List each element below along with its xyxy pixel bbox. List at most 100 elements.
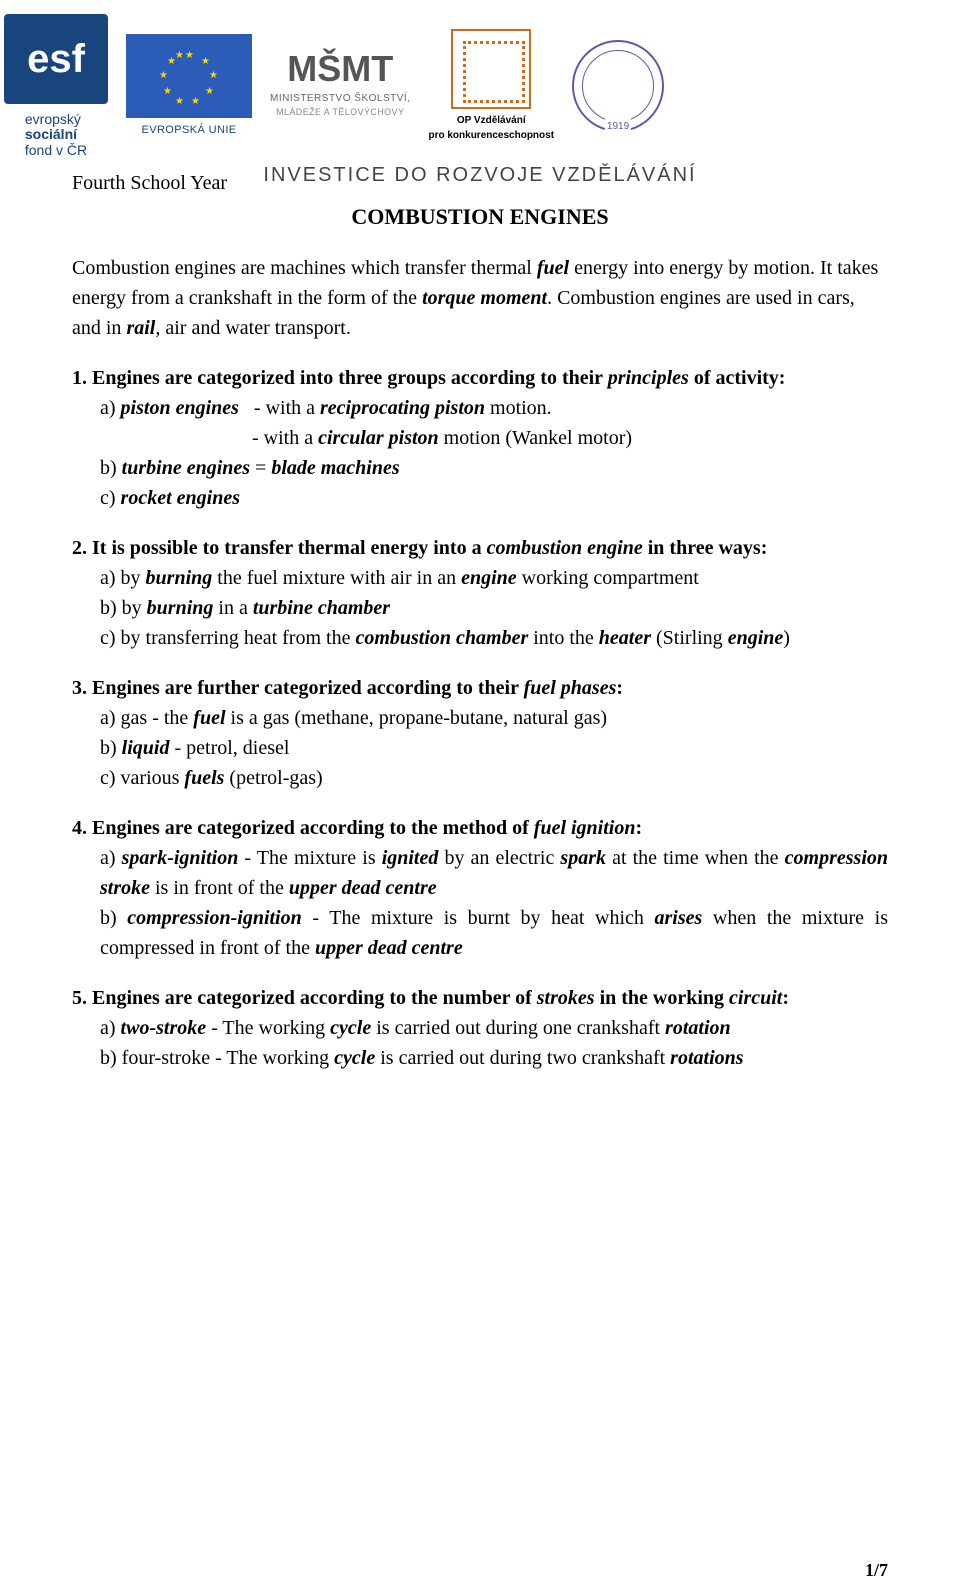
eu-flag-icon: ★★ ★★ ★★ ★★ ★★ <box>126 34 252 118</box>
text: = <box>250 457 271 479</box>
msmt-icon: MŠMT <box>287 53 393 85</box>
term-burning: burning <box>147 597 214 619</box>
term-rail: rail <box>126 317 155 339</box>
item-1c: c) rocket engines <box>72 483 888 513</box>
text: b) <box>100 737 122 759</box>
item-3c: c) various fuels (petrol-gas) <box>72 763 888 793</box>
term-fuel-ignition: fuel ignition <box>534 817 636 839</box>
section-5-head: 5. Engines are categorized according to … <box>72 983 888 1013</box>
text: - with a <box>252 427 318 449</box>
text: b) by <box>100 597 147 619</box>
text: is carried out during one crankshaft <box>371 1017 665 1039</box>
text: - petrol, diesel <box>169 737 289 759</box>
msmt-logo: MŠMT MINISTERSTVO ŠKOLSTVÍ, MLÁDEŽE A TĚ… <box>270 53 410 120</box>
term-circuit: circuit <box>729 987 782 1009</box>
item-4b: b) compression-ignition - The mixture is… <box>72 903 888 963</box>
section-head-text: Engines are categorized according to the… <box>92 817 534 839</box>
text: c) various <box>100 767 184 789</box>
esf-icon: esf <box>4 14 108 104</box>
section-2: 2. It is possible to transfer thermal en… <box>72 533 888 653</box>
item-5b: b) four-stroke - The working cycle is ca… <box>72 1043 888 1073</box>
esf-line2: sociální <box>25 126 77 142</box>
section-4-head: 4. Engines are categorized according to … <box>72 813 888 843</box>
term-heater: heater <box>599 627 651 649</box>
term-cycle: cycle <box>334 1047 375 1069</box>
opvk-logo: OP Vzdělávání pro konkurenceschopnost <box>428 29 554 143</box>
text: a) gas - the <box>100 707 193 729</box>
text: is carried out during two crankshaft <box>375 1047 670 1069</box>
text: working compartment <box>517 567 699 589</box>
section-head-text: : <box>616 677 623 699</box>
esf-abbrev: esf <box>27 29 85 89</box>
text: - The mixture is <box>238 847 381 869</box>
section-head-text: of activity: <box>689 367 786 389</box>
eu-label: EVROPSKÁ UNIE <box>141 122 236 139</box>
text: (Stirling <box>651 627 728 649</box>
section-head-text: in the working <box>595 987 729 1009</box>
term-circular-piston: circular piston <box>318 427 439 449</box>
opvk-line2: pro konkurenceschopnost <box>428 128 554 143</box>
text: is a gas (methane, propane-butane, natur… <box>226 707 608 729</box>
term-combustion-engine: combustion engine <box>487 537 643 559</box>
text: the fuel mixture with air in an <box>212 567 461 589</box>
section-5: 5. Engines are categorized according to … <box>72 983 888 1073</box>
esf-labels: evropský sociální fond v ČR <box>25 112 87 158</box>
page-number: 1/7 <box>865 1557 888 1584</box>
text: by an electric <box>438 847 560 869</box>
term-combustion-chamber: combustion chamber <box>355 627 528 649</box>
item-5a: a) two-stroke - The working cycle is car… <box>72 1013 888 1043</box>
gear-year: 1919 <box>605 119 631 134</box>
section-2-head: 2. It is possible to transfer thermal en… <box>72 533 888 563</box>
page-title: COMBUSTION ENGINES <box>72 200 888 233</box>
term-principles: principles <box>608 367 689 389</box>
term-liquid: liquid <box>122 737 170 759</box>
section-number: 1. <box>72 367 92 389</box>
term-blade-machines: blade machines <box>271 457 399 479</box>
section-1: 1. Engines are categorized into three gr… <box>72 363 888 513</box>
text: a) <box>100 397 121 419</box>
gear-logo: 1919 <box>572 40 664 132</box>
term-piston-engines: piston engines <box>121 397 239 419</box>
section-number: 3. <box>72 677 92 699</box>
esf-logo: esf evropský sociální fond v ČR <box>4 14 108 158</box>
term-ignited: ignited <box>382 847 439 869</box>
section-head-text: : <box>635 817 642 839</box>
text: b) <box>100 907 127 929</box>
item-4a: a) spark-ignition - The mixture is ignit… <box>72 843 888 903</box>
term-strokes: strokes <box>537 987 595 1009</box>
esf-line1: evropský <box>25 112 87 127</box>
eu-logo: ★★ ★★ ★★ ★★ ★★ EVROPSKÁ UNIE <box>126 34 252 139</box>
text: into the <box>528 627 599 649</box>
item-3a: a) gas - the fuel is a gas (methane, pro… <box>72 703 888 733</box>
section-4: 4. Engines are categorized according to … <box>72 813 888 963</box>
opvk-icon <box>451 29 531 109</box>
term-fuel: fuel <box>193 707 225 729</box>
text: - with a <box>239 397 320 419</box>
msmt-line1: MINISTERSTVO ŠKOLSTVÍ, <box>270 91 410 106</box>
item-1b: b) turbine engines = blade machines <box>72 453 888 483</box>
section-number: 2. <box>72 537 92 559</box>
section-1-head: 1. Engines are categorized into three gr… <box>72 363 888 393</box>
text: c) <box>100 487 121 509</box>
term-upper-dead-centre: upper dead centre <box>289 877 437 899</box>
item-2b: b) by burning in a turbine chamber <box>72 593 888 623</box>
term-rotations: rotations <box>670 1047 743 1069</box>
term-burning: burning <box>146 567 213 589</box>
term-arises: arises <box>655 907 703 929</box>
text: at the time when the <box>606 847 785 869</box>
term-compression-ignition: compression-ignition <box>127 907 301 929</box>
term-engine: engine <box>728 627 784 649</box>
msmt-line2: MLÁDEŽE A TĚLOVÝCHOVY <box>276 106 404 120</box>
term-fuels: fuels <box>184 767 224 789</box>
term-turbine-chamber: turbine chamber <box>253 597 390 619</box>
term-torque-moment: torque moment <box>422 287 547 309</box>
text: a) <box>100 1017 121 1039</box>
intro-text: , air and water transport. <box>155 317 350 339</box>
term-cycle: cycle <box>330 1017 371 1039</box>
logo-header: esf evropský sociální fond v ČR ★★ ★★ ★★… <box>4 14 888 158</box>
intro-paragraph: Combustion engines are machines which tr… <box>72 253 888 343</box>
section-head-text: Engines are further categorized accordin… <box>92 677 524 699</box>
text: ) <box>783 627 790 649</box>
item-3b: b) liquid - petrol, diesel <box>72 733 888 763</box>
section-head-text: : <box>782 987 789 1009</box>
